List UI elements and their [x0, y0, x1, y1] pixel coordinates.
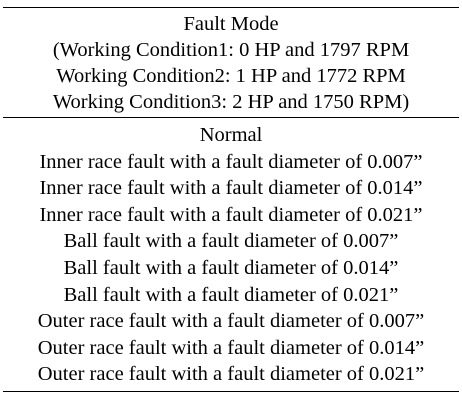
- table-row: Inner race fault with a fault diameter o…: [39, 177, 423, 200]
- table-body: Normal Inner race fault with a fault dia…: [3, 118, 459, 388]
- table-row: Ball fault with a fault diameter of 0.01…: [63, 256, 399, 279]
- table-row: Ball fault with a fault diameter of 0.00…: [63, 230, 399, 253]
- table-row: Outer race fault with a fault diameter o…: [37, 336, 425, 359]
- table-row: Ball fault with a fault diameter of 0.02…: [63, 283, 399, 306]
- table-header: Fault Mode (Working Condition1: 0 HP and…: [3, 8, 459, 115]
- fault-mode-table: Fault Mode (Working Condition1: 0 HP and…: [3, 0, 459, 392]
- header-condition-2: Working Condition2: 1 HP and 1772 RPM: [56, 65, 406, 87]
- table-row: Outer race fault with a fault diameter o…: [37, 310, 425, 333]
- header-condition-1: (Working Condition1: 0 HP and 1797 RPM: [52, 39, 410, 61]
- header-condition-3: Working Condition3: 2 HP and 1750 RPM): [52, 91, 410, 113]
- table-bottom-rule: [3, 390, 459, 392]
- table-top-rule: [3, 7, 459, 8]
- header-title: Fault Mode: [183, 13, 279, 35]
- table-row: Normal: [199, 124, 263, 146]
- table-row: Inner race fault with a fault diameter o…: [39, 150, 423, 173]
- table-row: Inner race fault with a fault diameter o…: [39, 203, 423, 226]
- table-row: Outer race fault with a fault diameter o…: [37, 363, 425, 386]
- table-header-rule: [3, 117, 459, 118]
